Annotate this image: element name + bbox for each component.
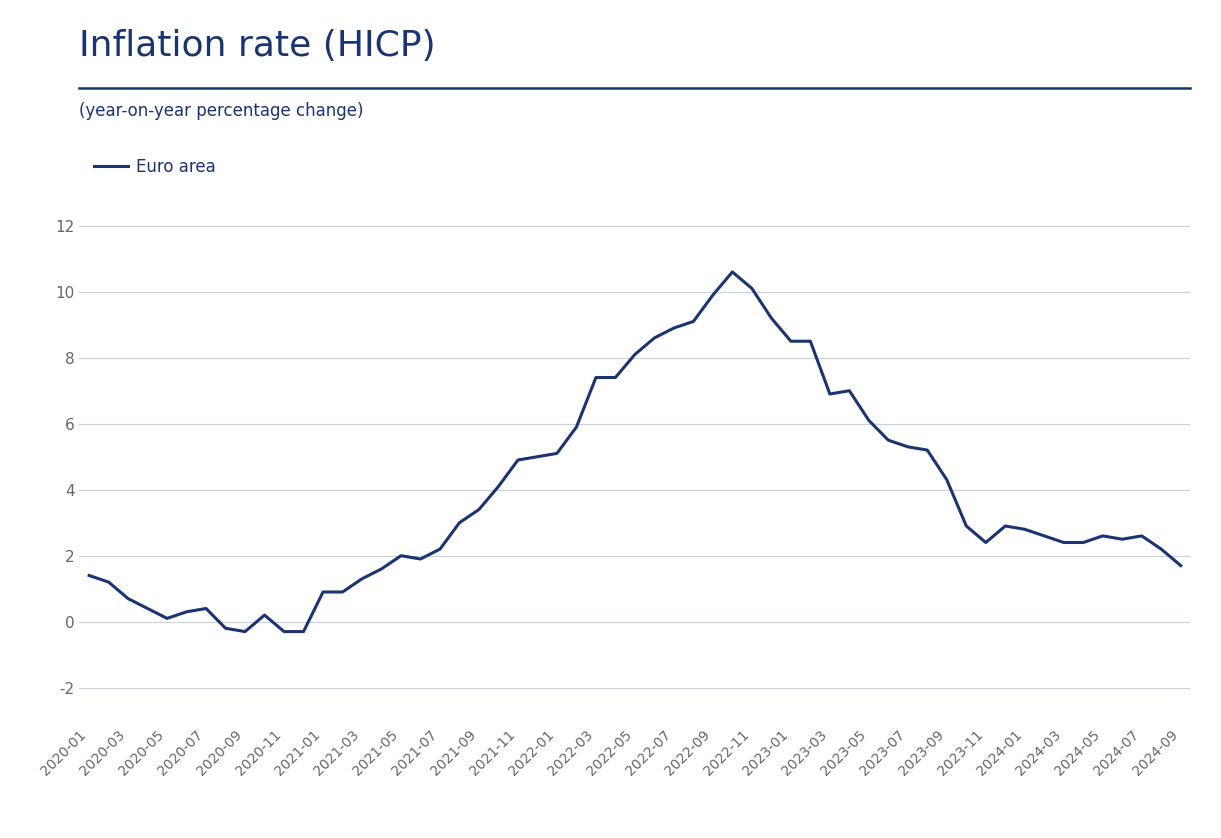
Text: Inflation rate (HICP): Inflation rate (HICP) [79, 29, 436, 64]
Legend: Euro area: Euro area [88, 151, 222, 182]
Text: (year-on-year percentage change): (year-on-year percentage change) [79, 102, 364, 120]
